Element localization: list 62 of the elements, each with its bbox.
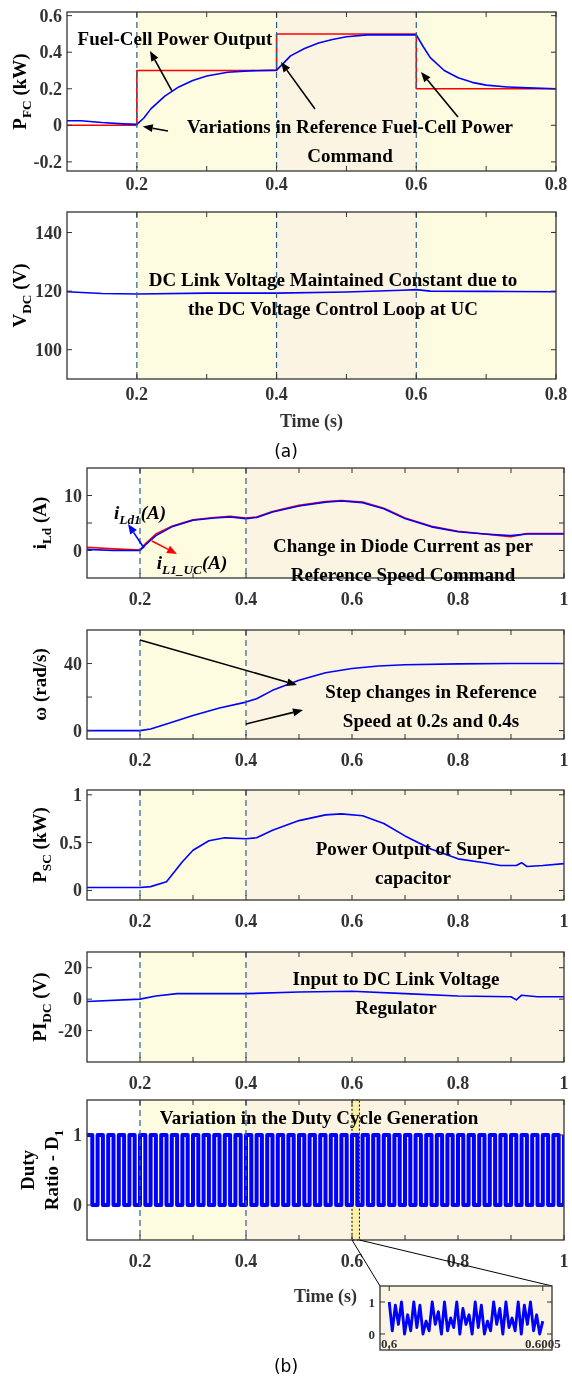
annotation: Fuel-Cell Power Output — [77, 27, 274, 49]
x-axis-title: Time (s) — [293, 1286, 358, 1307]
y-tick-label: 140 — [35, 222, 62, 243]
y-tick-label: -0.2 — [33, 151, 62, 172]
x-tick-label: 0.2 — [128, 911, 152, 931]
y-tick-label: 0.6 — [39, 5, 62, 26]
x-tick-label: 0.4 — [265, 384, 288, 404]
annotation: Change in Diode Current as per Reference Speed Command — [273, 534, 534, 585]
y-tick-label: 0 — [73, 540, 82, 561]
series-label: i$_{Ld1}$(A) — [113, 501, 167, 527]
y-tick-label: -20 — [58, 1020, 82, 1041]
text: (a) — [274, 441, 298, 461]
y-tick-label: 40 — [64, 653, 82, 674]
y-tick-label: 100 — [35, 339, 62, 360]
x-tick-label: 0.2 — [128, 1251, 152, 1271]
x-tick-label: 0.8 — [544, 384, 568, 404]
annotation: Variation in the Duty Cycle Generation — [159, 1106, 479, 1128]
x-tick-label: 0.2 — [125, 174, 149, 194]
x-tick-label: 0.4 — [234, 1251, 258, 1271]
x-tick-label: 0.8 — [446, 750, 470, 770]
y-tick-label: 20 — [64, 957, 82, 978]
x-tick-label: 0.8 — [446, 911, 470, 931]
x-tick-label: 0.2 — [128, 589, 152, 609]
x-tick-label: 0.4 — [265, 174, 288, 194]
y-tick-label: 0 — [73, 1195, 82, 1215]
y-tick-label: 0 — [73, 880, 82, 901]
text: (b) — [273, 1356, 299, 1376]
y-tick-label: 10 — [64, 485, 82, 506]
y-tick-label: 120 — [35, 281, 62, 302]
x-tick-label: 0.6 — [405, 384, 428, 404]
x-tick-label: 0.4 — [234, 911, 258, 931]
annotation: Input to DC Link Voltage Regulator — [292, 967, 500, 1018]
y-tick-label: 0 — [368, 1326, 375, 1342]
x-tick-label: 1 — [559, 1251, 569, 1271]
annotation: DC Link Voltage Maintained Constant due to the DC Voltage Control Loop at UC — [148, 268, 518, 319]
x-tick-label: 0.8 — [544, 174, 568, 194]
y-axis-title: ω (rad/s) — [28, 648, 51, 721]
x-tick-label: 1 — [559, 589, 569, 609]
y-tick-label: 0.4 — [39, 42, 62, 63]
y-tick-label: 1 — [73, 1125, 82, 1145]
annotation: Step changes in Reference Speed at 0.2s and 0.4s — [325, 680, 537, 731]
x-tick-label: 0.2 — [128, 750, 152, 770]
x-tick-label: 0.8 — [446, 1073, 470, 1093]
x-tick-label: 1 — [559, 911, 569, 931]
x-tick-label: 0.2 — [125, 384, 149, 404]
x-tick-label: 0.6 — [405, 174, 428, 194]
x-tick-label: 0.4 — [234, 1073, 258, 1093]
x-tick-label: 0.4 — [234, 589, 258, 609]
x-axis-title: Time (s) — [279, 411, 344, 432]
y-tick-label: 0.2 — [39, 78, 62, 99]
legend-label: i$_{L1_UC}$(A) — [156, 551, 228, 577]
y-tick-label: 1 — [73, 784, 82, 805]
y-tick-label: 0 — [73, 720, 82, 741]
y-tick-label: 0.5 — [59, 832, 82, 853]
annotation: Variations in Reference Fuel-Cell Power Command — [186, 115, 514, 166]
x-tick-label: 0.4 — [234, 750, 258, 770]
x-tick-label: 0.2 — [128, 1073, 152, 1093]
y-tick-label: 0 — [73, 989, 82, 1010]
x-tick-label: 0.8 — [446, 589, 470, 609]
x-tick-label: 1 — [559, 1073, 569, 1093]
y-tick-label: 0 — [53, 115, 62, 136]
x-tick-label: 1 — [559, 750, 569, 770]
